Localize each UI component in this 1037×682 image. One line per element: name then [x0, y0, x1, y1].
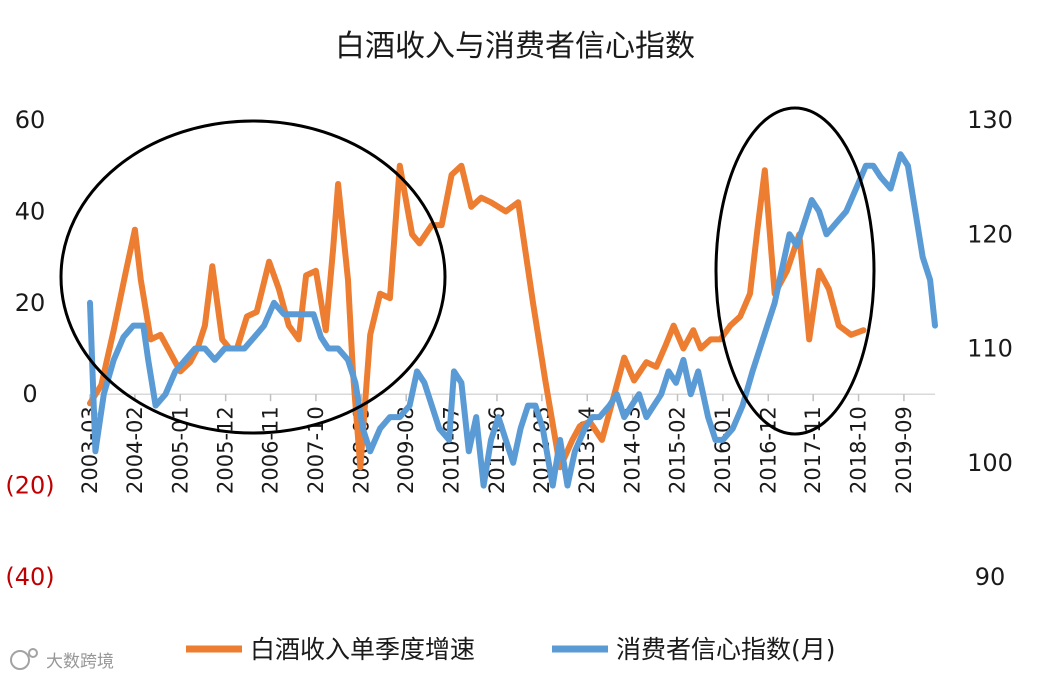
x-axis-ticks: 2003-03 2004-02 2005-01 2005-12 2006-11 2007-… — [78, 394, 916, 494]
series-group — [87, 151, 938, 489]
watermark: 大数跨境 — [10, 648, 114, 672]
x-tick-label: 2018-10 — [847, 406, 871, 494]
x-tick-label: 2016-01 — [711, 406, 735, 494]
y-axis-right: 130 120 110 100 90 — [967, 106, 1013, 591]
y-axis-left: 60 40 20 0 (20) (40) — [5, 106, 54, 591]
y-left-tick-label: 60 — [15, 106, 46, 134]
x-tick-label: 2007-10 — [304, 406, 328, 494]
x-tick-label: 2006-11 — [259, 406, 283, 494]
x-tick-label: 2004-02 — [123, 406, 147, 494]
legend: 白酒收入单季度增速 消费者信心指数(月) — [186, 635, 836, 664]
watermark-logo-icon — [10, 650, 30, 670]
x-tick-label: 2009-08 — [394, 406, 418, 494]
series-line-confidence — [87, 151, 938, 489]
y-right-tick-label: 130 — [967, 106, 1013, 134]
highlight-ellipse-right — [714, 106, 876, 436]
highlight-ellipse-left — [59, 119, 447, 435]
legend-label-revenue: 白酒收入单季度增速 — [250, 635, 475, 664]
y-left-tick-label: 0 — [22, 380, 37, 408]
x-tick-label: 2016-12 — [756, 406, 780, 494]
x-tick-label: 2019-09 — [892, 406, 916, 494]
y-left-tick-label: 20 — [15, 289, 46, 317]
y-left-tick-label: (20) — [5, 472, 54, 500]
y-right-tick-label: 120 — [967, 220, 1013, 248]
x-tick-label: 2015-02 — [666, 406, 690, 494]
watermark-text: 大数跨境 — [46, 652, 114, 672]
x-tick-label: 2017-11 — [801, 406, 825, 494]
y-right-tick-label: 100 — [967, 449, 1013, 477]
y-left-tick-label: (40) — [5, 563, 54, 591]
watermark-logo-dot-icon — [28, 648, 38, 658]
series-line-revenue — [87, 162, 867, 471]
y-right-tick-label: 110 — [967, 335, 1013, 363]
legend-label-confidence: 消费者信心指数(月) — [616, 635, 836, 664]
chart-title: 白酒收入与消费者信心指数 — [335, 29, 695, 64]
y-left-tick-label: 40 — [15, 197, 46, 225]
y-right-tick-label: 90 — [975, 563, 1006, 591]
x-tick-label: 2014-03 — [621, 406, 645, 494]
x-tick-label: 2005-12 — [214, 406, 238, 494]
